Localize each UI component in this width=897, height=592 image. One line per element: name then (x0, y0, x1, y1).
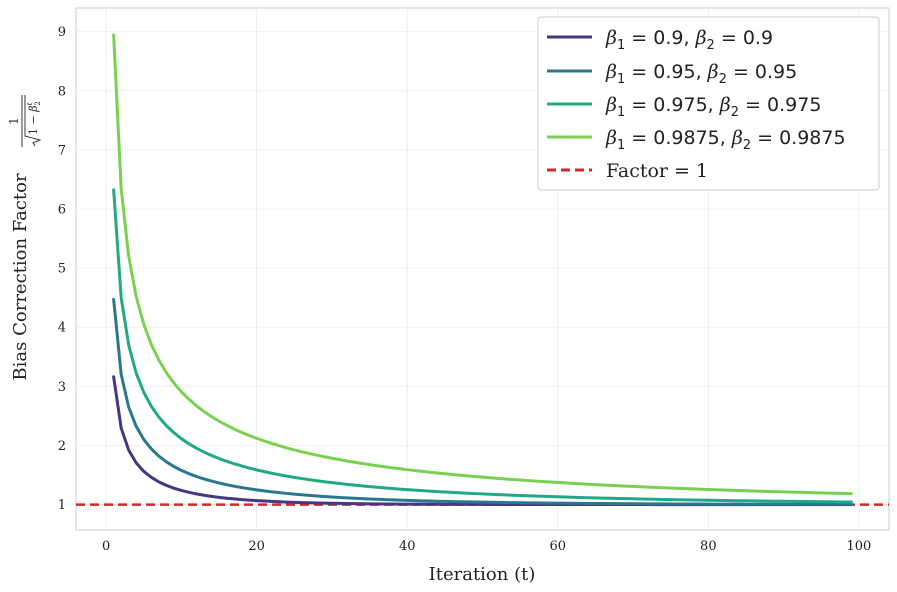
legend-label-part: 1 (617, 105, 625, 120)
x-tick-label: 100 (846, 539, 871, 554)
legend-label-part: β (707, 61, 719, 83)
y-axis-label-text: Bias Correction Factor (10, 173, 31, 381)
y-axis-label: Bias Correction Factor 1 1 − βt2 (7, 95, 42, 381)
legend-label-part: = 0.95, (625, 61, 707, 83)
beta-subscript: 2 (34, 101, 42, 105)
beta-superscript: t (26, 102, 34, 105)
y-tick-label: 2 (58, 439, 66, 454)
legend-label-part: β (719, 94, 731, 116)
legend-label-part: β (695, 27, 707, 49)
fraction-denominator: 1 − βt2 (26, 101, 42, 135)
legend-label-part: 2 (743, 138, 751, 153)
legend-label-part: 1 (617, 38, 625, 53)
legend-label-part: 1 (617, 138, 625, 153)
y-tick-label: 1 (58, 498, 66, 513)
series-line-2 (112, 297, 853, 506)
y-tick-label: 6 (58, 202, 66, 217)
radicand-prefix: 1 − (27, 112, 40, 135)
y-tick-label: 9 (58, 25, 66, 40)
legend-label-part: 1 (617, 72, 625, 87)
legend-label-4: β1 = 0.9875, β2 = 0.9875 (605, 127, 846, 153)
legend-label-part: β (605, 127, 617, 149)
y-tick-label: 4 (58, 321, 66, 336)
radical-sign (24, 95, 42, 147)
series-line-4 (112, 33, 853, 496)
y-tick-label: 7 (58, 143, 66, 158)
legend-label-part: = 0.975 (739, 94, 821, 116)
y-tick-label: 3 (58, 380, 66, 395)
legend-box (537, 16, 880, 191)
x-tick-label: 80 (700, 539, 717, 554)
legend-label-5: Factor = 1 (606, 160, 708, 182)
x-axis-ticks: 0 20 40 60 80 100 (102, 539, 871, 554)
legend-label-1: β1 = 0.9, β2 = 0.9 (605, 27, 773, 53)
x-tick-label: 40 (399, 539, 416, 554)
legend-label-2: β1 = 0.95, β2 = 0.95 (605, 61, 797, 87)
legend-label-part: 2 (719, 72, 727, 87)
x-tick-label: 20 (248, 539, 265, 554)
y-axis-label-fraction: 1 1 − βt2 (7, 95, 42, 147)
series-line-3 (112, 188, 853, 504)
beta-symbol: β (27, 105, 40, 112)
y-tick-label: 5 (58, 262, 66, 277)
y-tick-label: 8 (58, 84, 66, 99)
legend-label-part: β (731, 127, 743, 149)
legend: β1 = 0.9, β2 = 0.9β1 = 0.95, β2 = 0.95β1… (537, 16, 880, 191)
legend-label-part: β (605, 61, 617, 83)
legend-label-part: = 0.9875 (751, 127, 845, 149)
legend-label-part: = 0.9 (715, 27, 773, 49)
legend-label-part: = 0.9, (625, 27, 695, 49)
x-axis-label: Iteration (t) (429, 564, 536, 585)
series-layer (112, 33, 853, 507)
legend-label-part: β (605, 94, 617, 116)
fraction-numerator: 1 (7, 117, 21, 125)
x-tick-label: 60 (550, 539, 567, 554)
legend-label-part: = 0.975, (625, 94, 719, 116)
y-axis-ticks: 1 2 3 4 5 6 7 8 9 (58, 25, 66, 513)
legend-label-part: = 0.9875, (625, 127, 732, 149)
legend-label-part: 2 (707, 38, 715, 53)
legend-label-part: 2 (731, 105, 739, 120)
legend-label-3: β1 = 0.975, β2 = 0.975 (605, 94, 821, 120)
legend-label-part: = 0.95 (727, 61, 797, 83)
x-tick-label: 0 (102, 539, 110, 554)
legend-label-part: β (605, 27, 617, 49)
